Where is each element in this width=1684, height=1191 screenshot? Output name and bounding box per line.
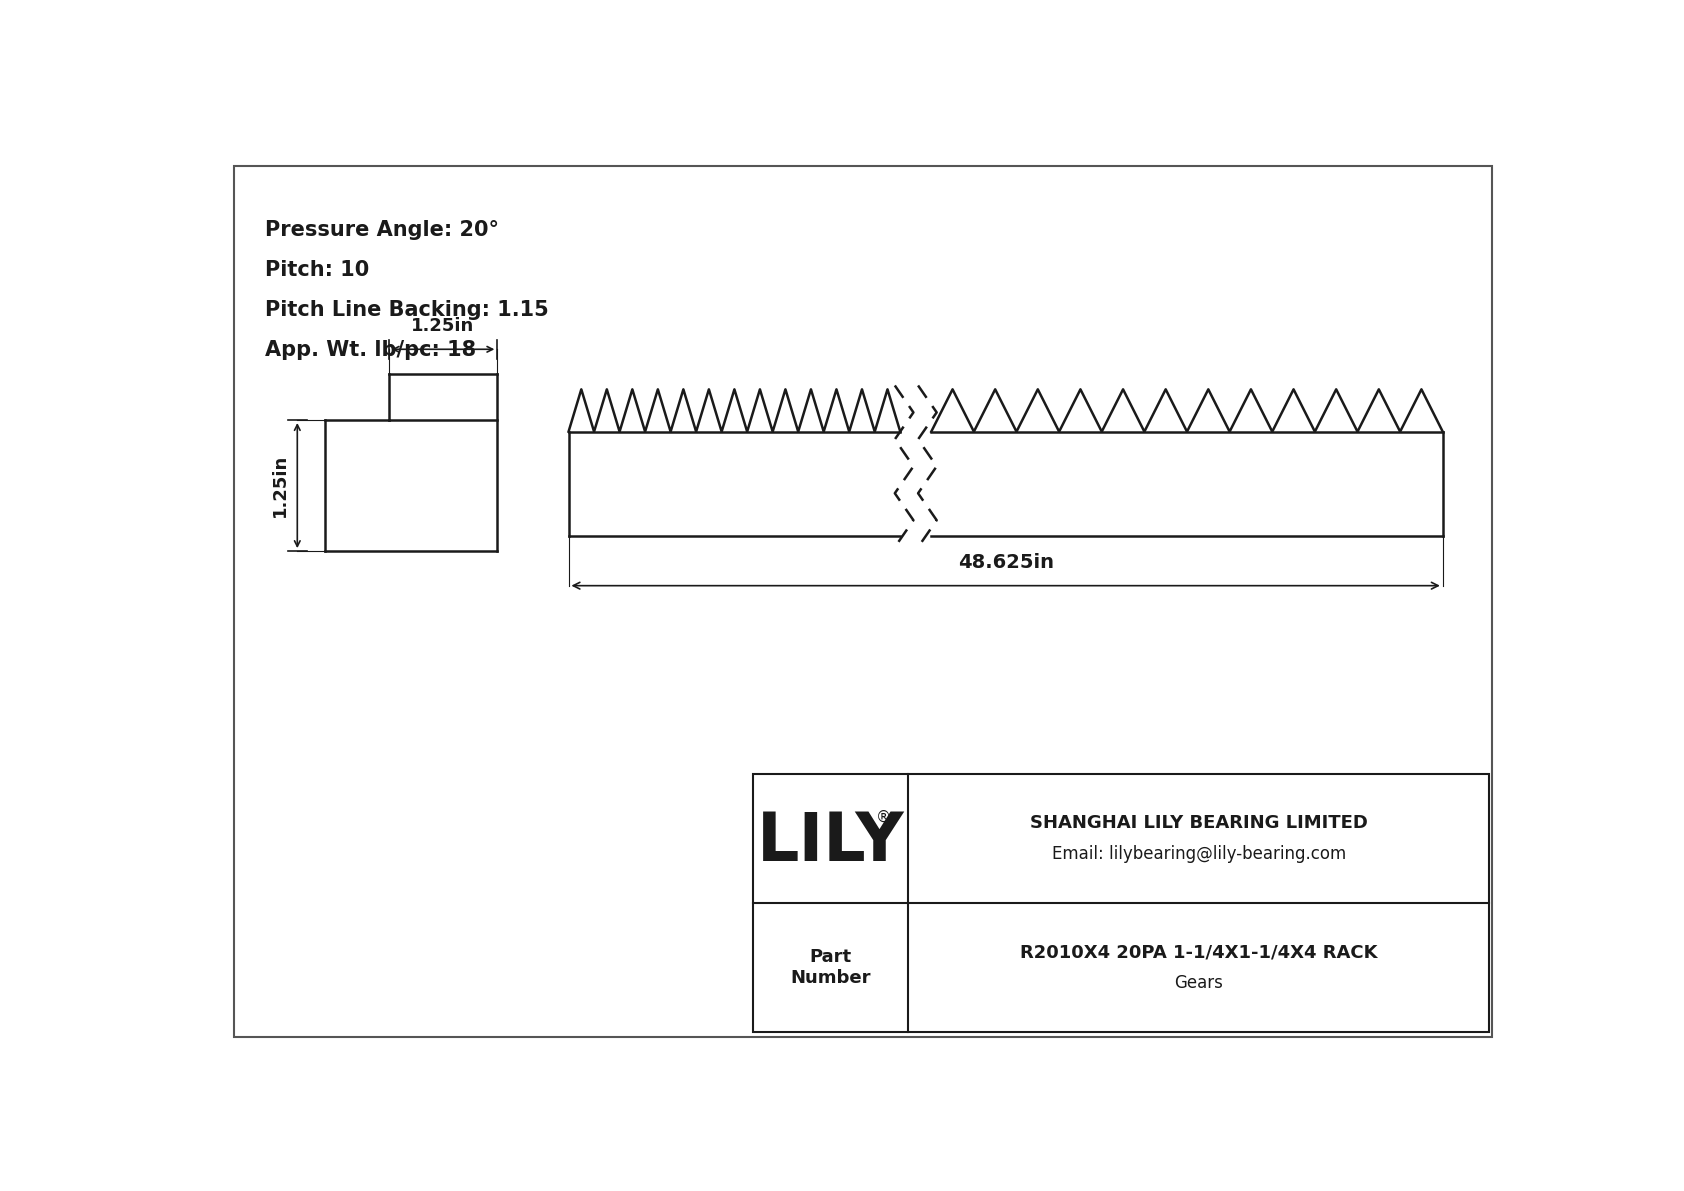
Text: SHANGHAI LILY BEARING LIMITED: SHANGHAI LILY BEARING LIMITED [1029, 815, 1367, 833]
Text: Pitch: 10: Pitch: 10 [264, 260, 369, 280]
Text: Email: lilybearing@lily-bearing.com: Email: lilybearing@lily-bearing.com [1051, 846, 1346, 863]
Text: Pitch Line Backing: 1.15: Pitch Line Backing: 1.15 [264, 300, 549, 320]
Text: 1.25in: 1.25in [271, 454, 290, 517]
Bar [753, 774, 1489, 1033]
Text: ®: ® [876, 810, 891, 824]
Text: LILY: LILY [756, 810, 904, 875]
Text: Pressure Angle: 20°: Pressure Angle: 20° [264, 220, 498, 239]
Text: 1.25in: 1.25in [411, 318, 475, 336]
Text: R2010X4 20PA 1-1/4X1-1/4X4 RACK: R2010X4 20PA 1-1/4X1-1/4X4 RACK [1021, 943, 1378, 961]
Text: Gears: Gears [1174, 974, 1223, 992]
Text: App. Wt. lb/pc: 18: App. Wt. lb/pc: 18 [264, 341, 477, 360]
Text: 48.625in: 48.625in [958, 553, 1054, 572]
Text: Part
Number: Part Number [790, 948, 871, 987]
